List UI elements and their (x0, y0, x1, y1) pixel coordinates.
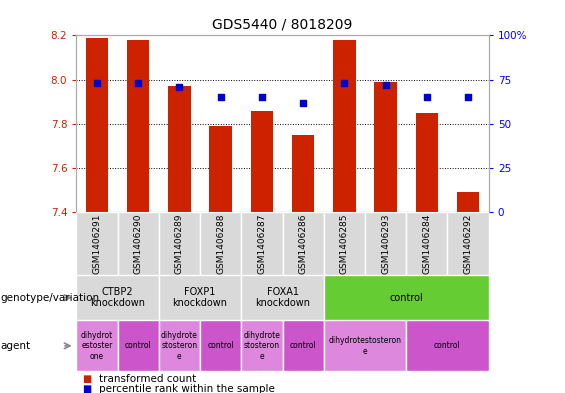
FancyBboxPatch shape (159, 275, 241, 320)
Point (216, 94, 225, 100)
Text: control: control (434, 342, 461, 350)
Text: transformed count: transformed count (99, 374, 196, 384)
Bar (209, 126, 232, 212)
Text: agent: agent (1, 341, 31, 351)
Bar (168, 86, 191, 212)
Text: GSM1406291: GSM1406291 (93, 213, 101, 274)
FancyBboxPatch shape (76, 320, 118, 371)
FancyBboxPatch shape (447, 212, 489, 275)
Text: GSM1406288: GSM1406288 (216, 213, 225, 274)
Bar (374, 82, 397, 212)
Point (464, 94, 473, 100)
Bar (415, 113, 438, 212)
Point (134, 80, 142, 86)
Text: GSM1406285: GSM1406285 (340, 213, 349, 274)
FancyBboxPatch shape (365, 212, 406, 275)
Text: control: control (290, 342, 316, 350)
Bar (292, 135, 315, 212)
FancyBboxPatch shape (241, 212, 282, 275)
FancyBboxPatch shape (200, 212, 241, 275)
FancyBboxPatch shape (282, 320, 324, 371)
FancyBboxPatch shape (406, 212, 447, 275)
Point (299, 99, 308, 106)
Text: GSM1406290: GSM1406290 (134, 213, 142, 274)
FancyBboxPatch shape (324, 275, 489, 320)
Text: GSM1406287: GSM1406287 (258, 213, 266, 274)
Text: ■: ■ (82, 374, 91, 384)
Point (423, 94, 432, 100)
Text: dihydrote
stosteron
e: dihydrote stosteron e (244, 331, 280, 361)
Text: GSM1406293: GSM1406293 (381, 213, 390, 274)
FancyBboxPatch shape (159, 212, 200, 275)
Point (258, 94, 267, 100)
Bar (85, 38, 108, 212)
Text: FOXP1
knockdown: FOXP1 knockdown (172, 287, 228, 309)
Text: ■: ■ (82, 384, 91, 393)
Text: control: control (125, 342, 151, 350)
Point (175, 84, 184, 90)
FancyBboxPatch shape (118, 212, 159, 275)
Bar (127, 40, 150, 212)
FancyBboxPatch shape (241, 275, 324, 320)
FancyBboxPatch shape (324, 320, 406, 371)
Text: dihydrot
estoster
one: dihydrot estoster one (81, 331, 113, 361)
Bar (333, 40, 356, 212)
FancyBboxPatch shape (159, 320, 200, 371)
Bar (250, 110, 273, 212)
Text: GSM1406292: GSM1406292 (464, 213, 472, 274)
Text: CTBP2
knockdown: CTBP2 knockdown (90, 287, 145, 309)
Text: dihydrote
stosteron
e: dihydrote stosteron e (161, 331, 198, 361)
Bar (457, 192, 480, 212)
Text: control: control (207, 342, 234, 350)
FancyBboxPatch shape (406, 320, 489, 371)
FancyBboxPatch shape (200, 320, 241, 371)
Text: control: control (389, 293, 423, 303)
Text: GSM1406284: GSM1406284 (423, 213, 431, 274)
Text: FOXA1
knockdown: FOXA1 knockdown (255, 287, 310, 309)
Text: GSM1406289: GSM1406289 (175, 213, 184, 274)
Point (381, 82, 390, 88)
FancyBboxPatch shape (76, 275, 159, 320)
FancyBboxPatch shape (324, 212, 365, 275)
FancyBboxPatch shape (241, 320, 282, 371)
Text: GSM1406286: GSM1406286 (299, 213, 307, 274)
FancyBboxPatch shape (76, 212, 118, 275)
Title: GDS5440 / 8018209: GDS5440 / 8018209 (212, 17, 353, 31)
Text: percentile rank within the sample: percentile rank within the sample (99, 384, 275, 393)
FancyBboxPatch shape (282, 212, 324, 275)
Text: genotype/variation: genotype/variation (1, 293, 99, 303)
Point (93, 80, 102, 86)
FancyBboxPatch shape (118, 320, 159, 371)
Point (340, 80, 349, 86)
Text: dihydrotestosteron
e: dihydrotestosteron e (328, 336, 402, 356)
